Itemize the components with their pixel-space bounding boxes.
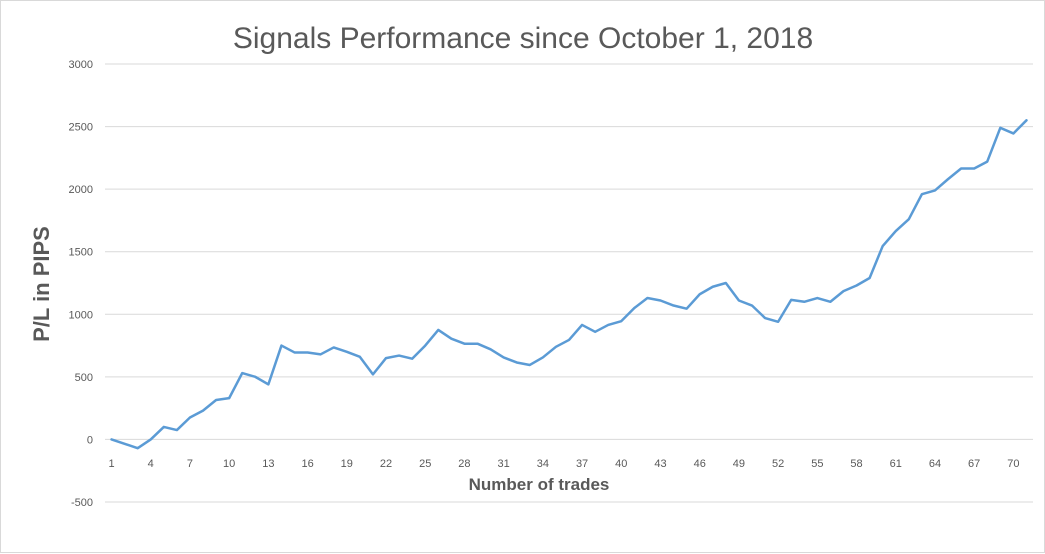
x-tick-label: 43	[654, 458, 666, 470]
x-axis-ticks: 1 4 7 10 13 16 19 22 25 28 31 34 37 40 43 46 49 52 55 58 61 6…	[108, 458, 1019, 470]
x-tick-label: 25	[419, 458, 431, 470]
y-axis-title: P/L in PIPS	[29, 226, 54, 342]
x-tick-label: 10	[223, 458, 235, 470]
x-tick-label: 55	[811, 458, 823, 470]
x-tick-label: 19	[341, 458, 353, 470]
x-tick-label: 4	[148, 458, 154, 470]
x-tick-label: 37	[576, 458, 588, 470]
x-tick-label: 1	[108, 458, 114, 470]
x-tick-label: 16	[301, 458, 313, 470]
x-tick-label: 22	[380, 458, 392, 470]
y-tick-label: 1000	[69, 309, 93, 321]
x-tick-label: 7	[187, 458, 193, 470]
y-tick-label: 3000	[69, 59, 93, 71]
x-tick-label: 67	[968, 458, 980, 470]
x-tick-label: 13	[262, 458, 274, 470]
x-tick-label: 52	[772, 458, 784, 470]
chart-title: Signals Performance since October 1, 201…	[233, 22, 813, 55]
y-tick-label: 2000	[69, 184, 93, 196]
x-tick-label: 70	[1007, 458, 1019, 470]
series-line	[110, 119, 1028, 450]
gridlines	[105, 63, 1033, 503]
y-axis-ticks: -500 0 500 1000 1500 2000 2500 3000	[69, 59, 93, 509]
x-axis-title: Number of trades	[469, 475, 610, 494]
y-tick-label: 0	[87, 434, 93, 446]
series-layer	[110, 119, 1028, 450]
x-tick-label: 49	[733, 458, 745, 470]
x-tick-label: 40	[615, 458, 627, 470]
y-tick-label: -500	[71, 497, 93, 509]
y-tick-label: 500	[75, 372, 93, 384]
x-tick-label: 31	[498, 458, 510, 470]
x-tick-label: 64	[929, 458, 941, 470]
y-tick-label: 1500	[69, 247, 93, 259]
x-tick-label: 46	[694, 458, 706, 470]
x-tick-label: 34	[537, 458, 549, 470]
x-tick-label: 58	[850, 458, 862, 470]
y-tick-label: 2500	[69, 122, 93, 134]
x-tick-label: 28	[458, 458, 470, 470]
x-tick-label: 61	[890, 458, 902, 470]
